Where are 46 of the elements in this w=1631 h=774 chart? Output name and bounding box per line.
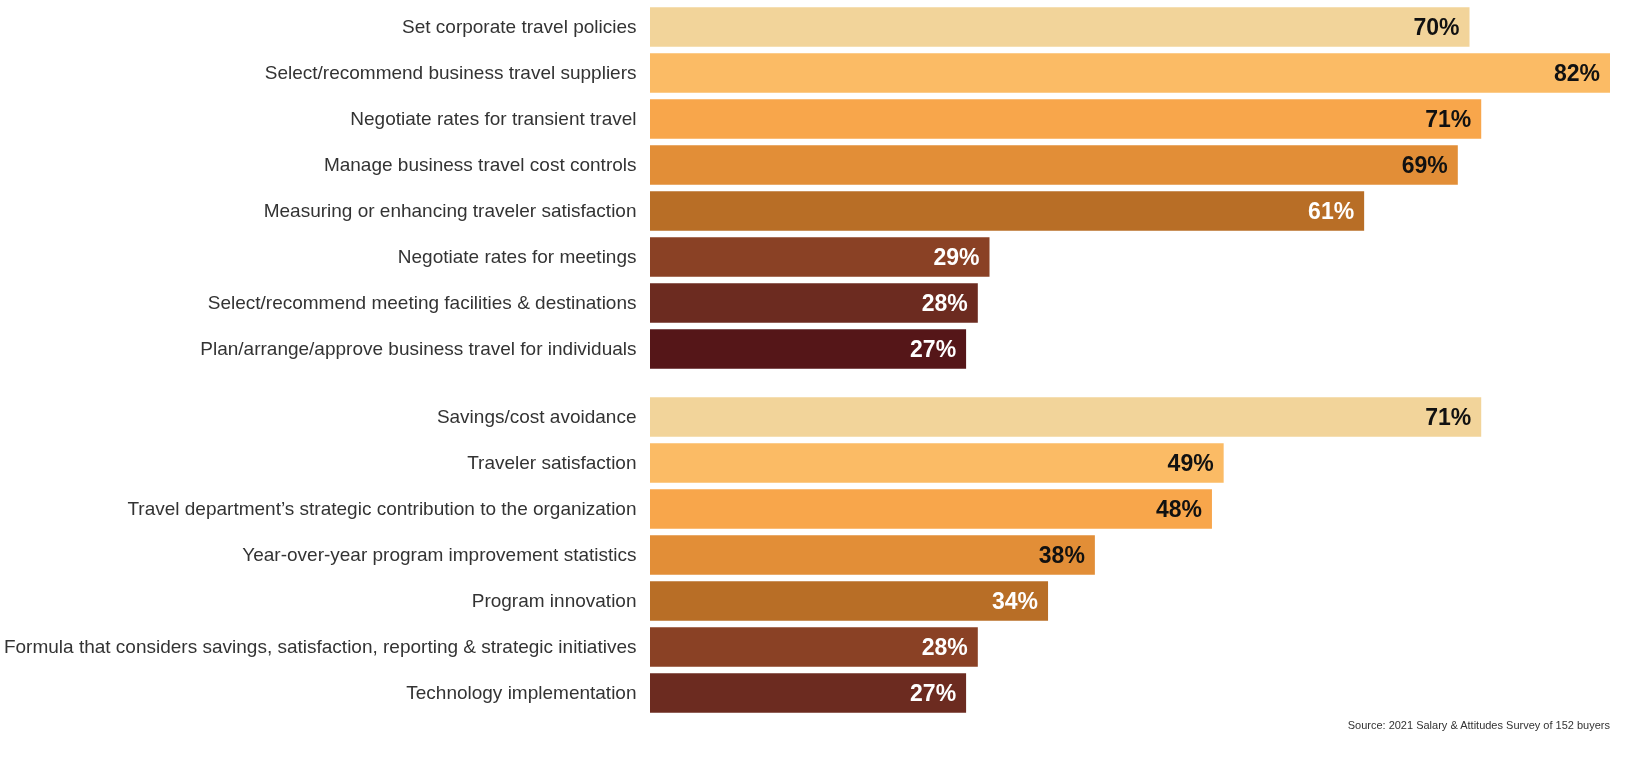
- data-label: 71%: [1425, 106, 1472, 132]
- bar: [650, 489, 1212, 529]
- source-note: Source: 2021 Salary & Attitudes Survey of 152 buyers: [1347, 719, 1611, 731]
- bar: [650, 283, 978, 323]
- bar: [650, 443, 1224, 483]
- y-tick-label: Negotiate rates for meetings: [397, 246, 637, 267]
- data-label: 34%: [992, 588, 1039, 614]
- y-tick-label: Year-over-year program improvement statistics: [242, 544, 637, 565]
- bar: [650, 7, 1470, 47]
- y-tick-label: Select/recommend meeting facilities & destinations: [207, 292, 637, 313]
- y-tick-label: Select/recommend business travel suppliers: [264, 62, 637, 83]
- bar: [650, 237, 990, 277]
- y-tick-label: Manage business travel cost controls: [323, 154, 637, 175]
- data-label: 29%: [933, 244, 980, 270]
- bar: [650, 145, 1458, 185]
- y-tick-label: Technology implementation: [406, 682, 637, 703]
- y-tick-label: Set corporate travel policies: [402, 16, 637, 37]
- data-label: 82%: [1553, 60, 1600, 86]
- data-label: 38%: [1038, 542, 1085, 568]
- data-label: 61%: [1308, 198, 1355, 224]
- data-label: 69%: [1401, 152, 1448, 178]
- bar: [650, 99, 1482, 139]
- data-label: 70%: [1413, 14, 1460, 40]
- data-label: 27%: [910, 680, 957, 706]
- bar: [650, 581, 1049, 621]
- data-label: 27%: [910, 336, 957, 362]
- bar: [650, 191, 1365, 231]
- y-tick-label: Plan/arrange/approve business travel for individuals: [200, 338, 637, 359]
- bar: [650, 627, 978, 667]
- bar: [650, 673, 967, 713]
- y-tick-label: Measuring or enhancing traveler satisfaction: [263, 200, 637, 221]
- bar: [650, 329, 967, 369]
- bar: [650, 53, 1610, 93]
- data-label: 48%: [1155, 496, 1202, 522]
- y-tick-label: Formula that considers savings, satisfaction, reporting & strategic initiatives: [3, 636, 637, 657]
- data-label: 28%: [921, 634, 968, 660]
- y-tick-label: Negotiate rates for transient travel: [350, 108, 637, 129]
- bar: [650, 397, 1482, 437]
- y-tick-label: Program innovation: [471, 590, 637, 611]
- data-label: 71%: [1425, 404, 1472, 430]
- bar: [650, 535, 1095, 575]
- data-label: 49%: [1167, 450, 1214, 476]
- data-label: 28%: [921, 290, 968, 316]
- y-tick-label: Traveler satisfaction: [467, 452, 637, 473]
- y-tick-label: Travel department’s strategic contribution to the organization: [127, 498, 637, 519]
- y-tick-label: Savings/cost avoidance: [436, 406, 637, 427]
